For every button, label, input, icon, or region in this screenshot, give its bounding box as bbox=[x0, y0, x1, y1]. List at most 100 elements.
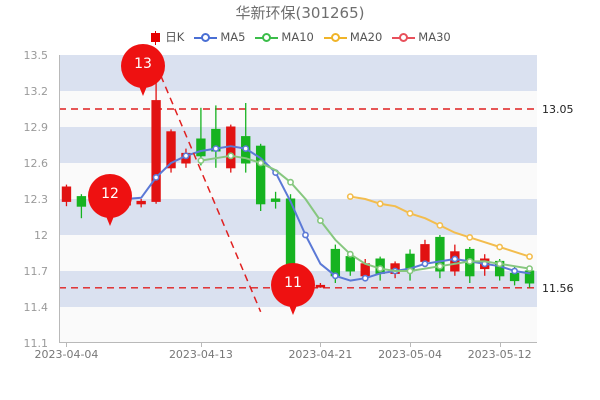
y-axis-tick: 12 bbox=[34, 228, 48, 242]
legend-item-ma30[interactable]: MA30 bbox=[392, 30, 451, 44]
ma-point-ma5 bbox=[212, 145, 220, 152]
y-axis-tick: 11.4 bbox=[23, 300, 49, 314]
ma-point-ma5 bbox=[242, 145, 250, 152]
legend-label: MA30 bbox=[418, 30, 451, 44]
y-axis-tick: 11.7 bbox=[23, 264, 49, 278]
candlestick bbox=[196, 107, 206, 166]
page-title: 华新环保(301265) bbox=[235, 4, 365, 22]
x-axis-tick-mark bbox=[320, 342, 322, 347]
price-label: 13.05 bbox=[542, 103, 574, 116]
x-axis-tick: 2023-04-04 bbox=[34, 348, 99, 361]
plot-area bbox=[59, 55, 537, 343]
ma-point-ma5 bbox=[361, 274, 369, 282]
pin-label: 13 bbox=[134, 56, 152, 72]
marker-pin-13[interactable]: 13 bbox=[121, 44, 165, 96]
ma-line-ma10 bbox=[199, 154, 531, 272]
pin-label: 12 bbox=[101, 186, 119, 202]
ma-point-ma10 bbox=[346, 250, 354, 258]
legend-item-日k[interactable]: 日K bbox=[149, 30, 185, 45]
ma-point-ma10 bbox=[317, 217, 324, 224]
legend-item-ma10[interactable]: MA10 bbox=[255, 30, 314, 44]
candlestick bbox=[136, 199, 146, 208]
legend-item-ma20[interactable]: MA20 bbox=[323, 30, 383, 44]
pin-label: 11 bbox=[284, 275, 302, 291]
chart-legend: 日K MA5 MA10 MA20 MA30 bbox=[0, 30, 600, 45]
line-marker-icon bbox=[323, 33, 347, 42]
candle-body bbox=[435, 236, 445, 272]
candle-body bbox=[136, 200, 146, 205]
ma-point-ma10 bbox=[436, 262, 444, 270]
y-axis-tick: 11.1 bbox=[23, 336, 49, 350]
candle-body bbox=[76, 196, 87, 207]
x-axis-tick-mark bbox=[66, 342, 68, 347]
candle-body bbox=[509, 272, 520, 282]
line-marker-icon bbox=[255, 33, 279, 42]
x-axis-tick: 2023-04-13 bbox=[168, 348, 233, 361]
ma-point-ma10 bbox=[227, 152, 235, 160]
y-axis-tick: 12.6 bbox=[23, 156, 49, 170]
ma-point-ma10 bbox=[376, 265, 384, 272]
ma-point-ma5 bbox=[331, 272, 339, 280]
ma-point-ma10 bbox=[406, 267, 414, 275]
chart-canvas bbox=[59, 64, 537, 313]
price-label: 11.56 bbox=[542, 281, 574, 295]
candle-body bbox=[330, 248, 341, 277]
ma-point-ma5 bbox=[182, 152, 190, 160]
y-axis-tick: 13.2 bbox=[23, 84, 49, 98]
ma-point-ma5 bbox=[302, 231, 309, 239]
candle-body bbox=[61, 186, 72, 202]
candle-body bbox=[420, 244, 430, 262]
y-axis-labels: 13.5 13.2 12.9 12.6 12.3 12 11.7 11.4 11.1 bbox=[0, 0, 55, 400]
candle-body bbox=[270, 198, 281, 202]
candlestick bbox=[76, 194, 87, 219]
x-axis-tick-mark bbox=[499, 342, 501, 347]
candlestick bbox=[61, 184, 72, 207]
candlestick bbox=[405, 249, 415, 281]
legend-label: MA10 bbox=[281, 30, 314, 44]
pin-head bbox=[271, 263, 315, 307]
legend-label: MA20 bbox=[349, 30, 383, 44]
x-axis-tick-mark bbox=[410, 342, 412, 347]
candle-body bbox=[196, 138, 206, 157]
line-marker-icon bbox=[392, 33, 416, 42]
ma-point-ma5 bbox=[152, 174, 160, 181]
x-axis-tick: 2023-04-21 bbox=[288, 348, 353, 361]
ma-point-ma5 bbox=[421, 260, 429, 268]
legend-label: 日K bbox=[165, 30, 185, 44]
candle-body bbox=[151, 100, 161, 202]
pin-head bbox=[121, 44, 165, 88]
candlestick bbox=[435, 235, 445, 279]
legend-label: MA5 bbox=[220, 30, 246, 44]
ma-point-ma10 bbox=[257, 159, 265, 167]
candlestick bbox=[241, 103, 251, 173]
ma-point-ma20 bbox=[406, 209, 414, 217]
candle-body bbox=[315, 284, 326, 288]
x-axis-tick-mark bbox=[200, 342, 202, 347]
legend-item-ma5[interactable]: MA5 bbox=[194, 30, 246, 44]
x-axis-tick: 2023-05-12 bbox=[467, 348, 532, 361]
y-axis-tick: 13.5 bbox=[23, 48, 49, 62]
ma-point-ma10 bbox=[496, 260, 504, 268]
x-axis-tick: 2023-05-04 bbox=[378, 348, 442, 361]
ma-point-ma5 bbox=[451, 255, 459, 263]
candlestick bbox=[226, 124, 236, 173]
candlestick bbox=[315, 283, 326, 288]
ma-point-ma20 bbox=[526, 253, 533, 260]
candlestick bbox=[166, 129, 176, 173]
y-axis-tick: 12.3 bbox=[23, 192, 49, 206]
ma-point-ma20 bbox=[436, 221, 444, 229]
candle-body bbox=[255, 145, 266, 205]
ma-point-ma10 bbox=[526, 265, 533, 272]
grid-band bbox=[59, 163, 537, 199]
marker-pin-12[interactable]: 12 bbox=[88, 174, 132, 226]
ma-point-ma20 bbox=[346, 193, 354, 200]
x-axis-labels: 2023-04-04 2023-04-13 2023-04-21 2023-05-04… bbox=[0, 342, 600, 362]
y-axis-tick: 12.9 bbox=[23, 120, 49, 134]
candlestick-icon bbox=[149, 31, 162, 45]
trend-line bbox=[155, 64, 262, 313]
ma-point-ma10 bbox=[466, 257, 474, 265]
ma-point-ma5 bbox=[511, 267, 518, 275]
candle-body bbox=[166, 131, 176, 169]
marker-pin-11[interactable]: 11 bbox=[271, 263, 315, 315]
